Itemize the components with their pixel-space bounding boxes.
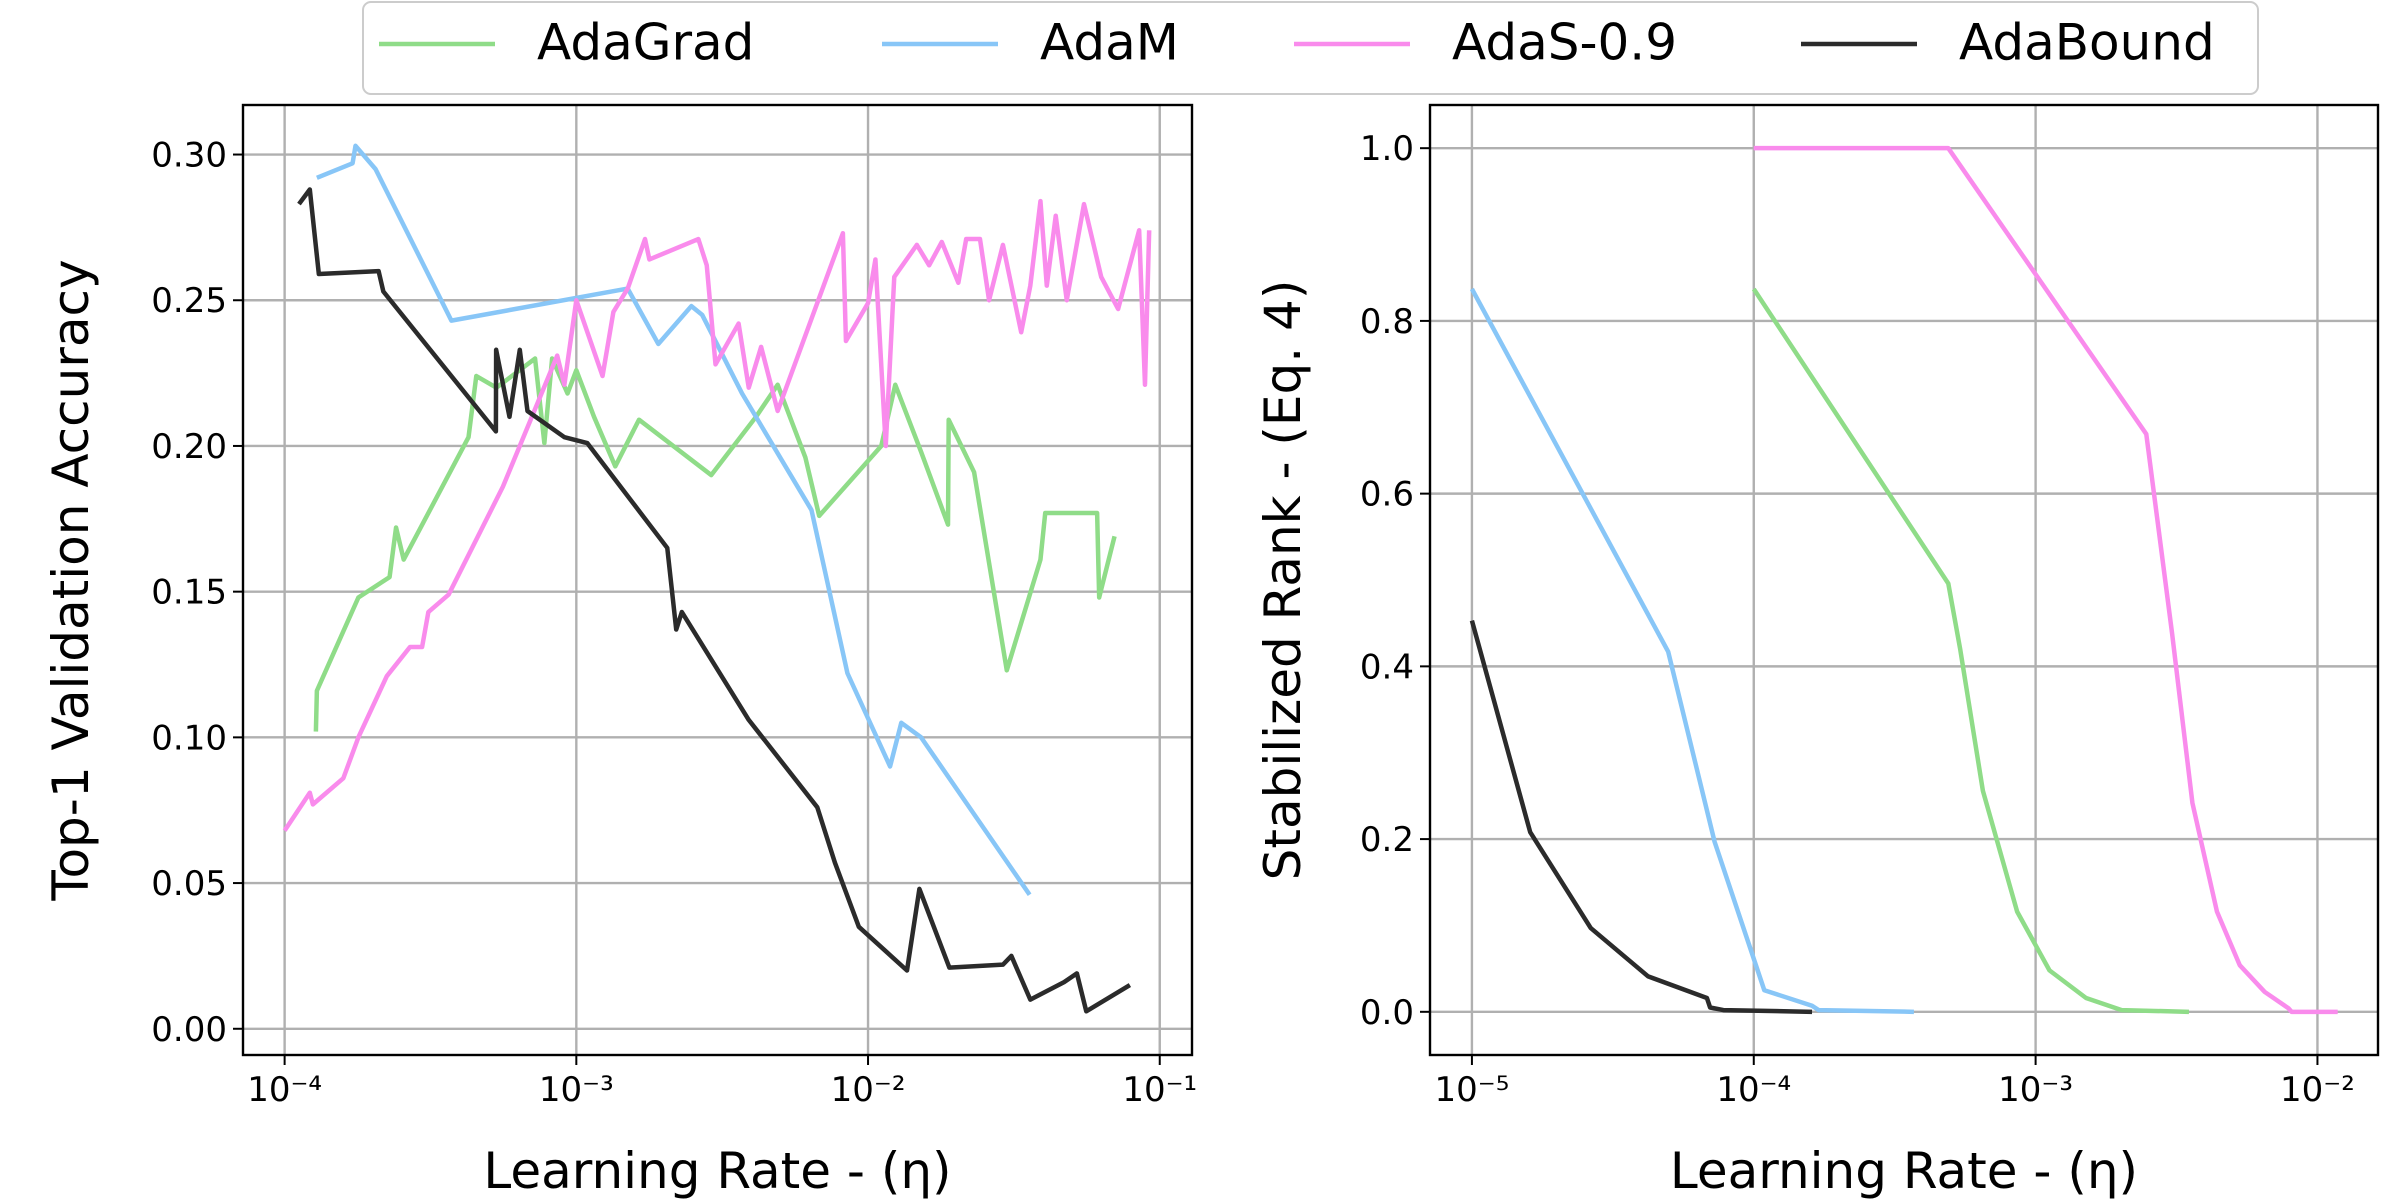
x-tick-label: 10⁻⁵ [1434, 1070, 1509, 1110]
axes-frame [1428, 103, 2380, 1057]
y-axis-label: Top-1 Validation Accuracy [42, 259, 100, 901]
legend-label: AdaS-0.9 [1452, 14, 1677, 72]
series-group [282, 143, 1152, 1014]
y-tick-label: 0.00 [151, 1010, 227, 1050]
x-tick-label: 10⁻³ [539, 1070, 614, 1110]
legend-box [362, 1, 2259, 95]
y-tick-label: 0.0 [1360, 993, 1414, 1033]
y-tick-label: 0.8 [1360, 302, 1414, 342]
plot: 10⁻⁴ 10⁻³ 10⁻² 10⁻¹ 0.00 0.05 0.10 0.15 0.20 0.25… [42, 103, 1197, 1200]
y-tick-label: 0.4 [1360, 647, 1414, 687]
series-line [297, 187, 1132, 1014]
axes-frame [241, 103, 1194, 1057]
series-group [1469, 145, 2338, 1015]
y-tick-label: 0.20 [151, 427, 227, 467]
legend-label: AdaGrad [537, 14, 754, 72]
series-line [1751, 287, 2190, 1015]
series-line [316, 143, 1032, 896]
x-tick-label: 10⁻⁴ [1716, 1070, 1791, 1110]
y-axis-label: Stabilized Rank - (Eq. 4) [1254, 280, 1312, 881]
series-line [1753, 145, 2338, 1015]
legend-label: AdaM [1040, 14, 1179, 72]
x-tick-label: 10⁻² [831, 1070, 906, 1110]
y-tick-label: 0.30 [151, 136, 227, 176]
series-line [1469, 287, 1914, 1015]
y-tick-label: 0.10 [151, 718, 227, 758]
x-tick-label: 10⁻⁴ [247, 1070, 322, 1110]
legend-label: AdaBound [1959, 14, 2215, 72]
x-axis-label: Learning Rate - (η) [483, 1142, 951, 1200]
y-tick-label: 0.2 [1360, 820, 1414, 860]
x-tick-label: 10⁻² [2280, 1070, 2355, 1110]
y-tick-label: 0.25 [151, 281, 227, 321]
x-tick-label: 10⁻³ [1998, 1070, 2073, 1110]
plot: 10⁻⁵ 10⁻⁴ 10⁻³ 10⁻² 0.0 0.2 0.4 0.6 0.8 1.0 Learni… [1254, 103, 2380, 1200]
y-tick-label: 0.15 [151, 573, 227, 613]
series-line [282, 198, 1152, 832]
x-axis-label: Learning Rate - (η) [1670, 1142, 2138, 1200]
y-tick-label: 0.05 [151, 864, 227, 904]
y-tick-label: 0.6 [1360, 475, 1414, 515]
series-line [313, 356, 1117, 732]
y-tick-label: 1.0 [1360, 129, 1414, 169]
x-tick-label: 10⁻¹ [1122, 1070, 1197, 1110]
series-line [1469, 619, 1813, 1015]
